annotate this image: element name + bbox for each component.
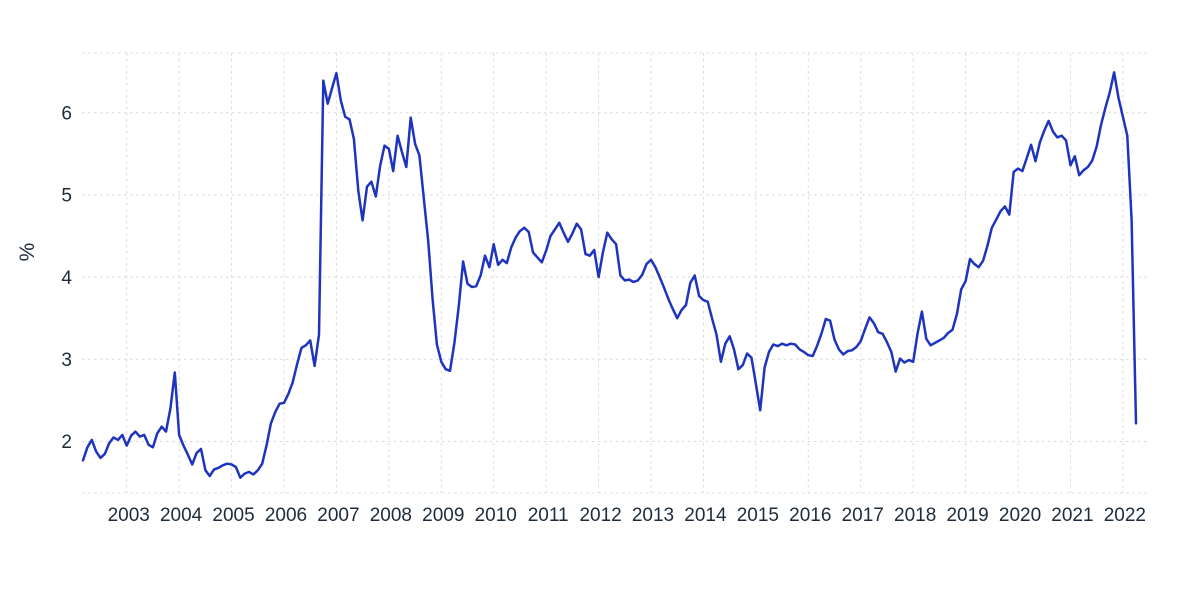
y-tick-label-6: 6 [61,103,72,124]
x-tick-label-2004: 2004 [160,505,203,526]
x-tick-label-2016: 2016 [789,505,831,526]
y-axis-tick-labels: 2 3 4 5 6 [61,103,72,453]
y-tick-label-5: 5 [61,186,72,207]
x-tick-label-2021: 2021 [1051,505,1093,526]
x-tick-label-2013: 2013 [632,505,674,526]
x-tick-label-2006: 2006 [265,505,307,526]
x-axis-tick-labels: 2003 2004 2005 2006 2007 2008 2009 2010 2011 2012… [108,505,1146,526]
data-series-line [81,71,1138,479]
x-tick-label-2005: 2005 [212,505,254,526]
x-tick-label-2014: 2014 [684,505,727,526]
x-tick-label-2009: 2009 [422,505,464,526]
x-tick-label-2010: 2010 [475,505,517,526]
x-tick-label-2022: 2022 [1104,505,1146,526]
x-tick-label-2017: 2017 [842,505,884,526]
x-tick-label-2018: 2018 [894,505,936,526]
y-tick-label-4: 4 [61,268,72,289]
x-tick-label-2007: 2007 [317,505,359,526]
y-axis-title: % [16,243,39,262]
x-tick-label-2003: 2003 [108,505,150,526]
x-tick-label-2011: 2011 [528,505,569,526]
x-tick-label-2019: 2019 [946,505,988,526]
gridlines [82,52,1150,494]
x-tick-label-2008: 2008 [370,505,412,526]
x-tick-label-2020: 2020 [999,505,1041,526]
x-tick-label-2015: 2015 [737,505,779,526]
y-tick-label-2: 2 [61,432,72,453]
y-tick-label-3: 3 [61,350,72,371]
x-tick-label-2012: 2012 [579,505,621,526]
